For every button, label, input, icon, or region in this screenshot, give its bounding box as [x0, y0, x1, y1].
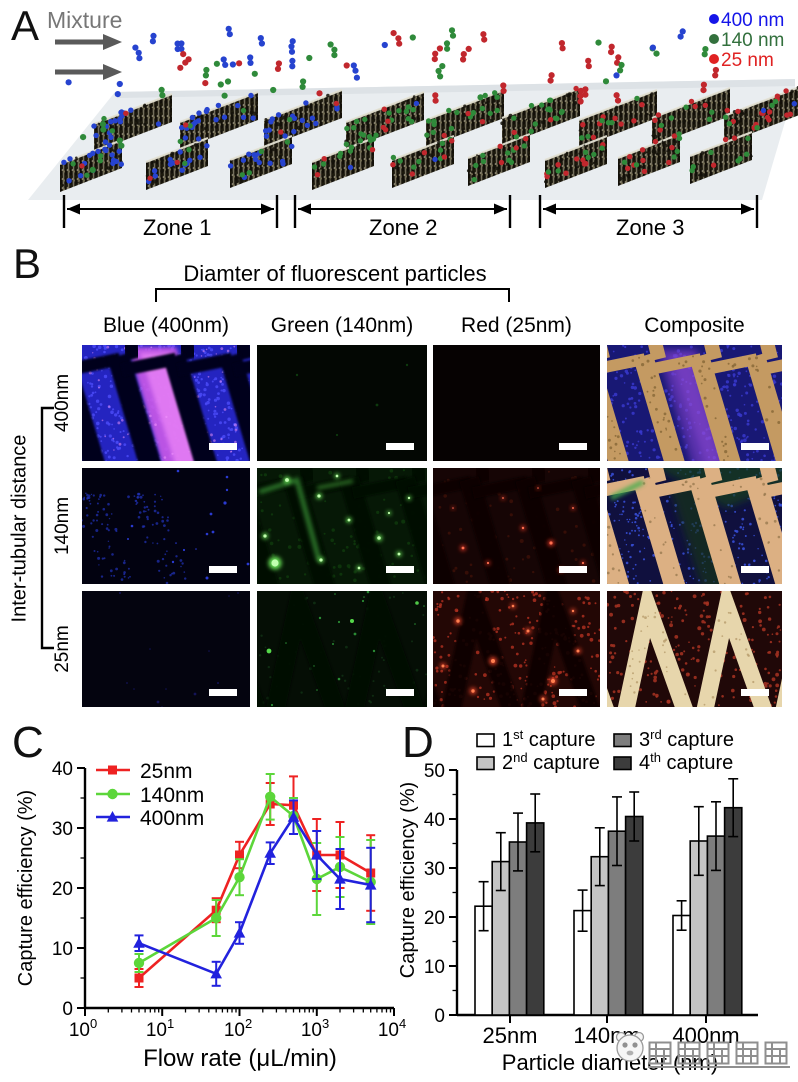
svg-text:140 nm: 140 nm — [721, 30, 784, 51]
svg-text:25nm: 25nm — [482, 1023, 537, 1048]
svg-text:20: 20 — [52, 879, 73, 900]
svg-text:10: 10 — [424, 957, 445, 978]
svg-text:Flow rate (μL/min): Flow rate (μL/min) — [143, 1045, 337, 1072]
svg-text:30: 30 — [52, 819, 73, 840]
svg-text:40: 40 — [424, 810, 445, 831]
svg-text:25nm: 25nm — [140, 760, 193, 783]
svg-text:0: 0 — [434, 1006, 445, 1027]
svg-text:1st capture: 1st capture — [502, 727, 596, 751]
svg-text:400 nm: 400 nm — [721, 10, 784, 31]
svg-text:50: 50 — [424, 761, 445, 782]
svg-text:140nm: 140nm — [140, 784, 204, 807]
svg-text:102: 102 — [224, 1016, 252, 1041]
svg-text:103: 103 — [301, 1016, 329, 1041]
svg-text:100: 100 — [69, 1016, 97, 1041]
svg-text:400nm: 400nm — [140, 807, 204, 830]
svg-text:Capture efficiency (%): Capture efficiency (%) — [15, 790, 37, 986]
svg-text:3rd capture: 3rd capture — [639, 727, 734, 751]
svg-text:20: 20 — [424, 908, 445, 929]
svg-text:Capture efficiency (%): Capture efficiency (%) — [400, 782, 419, 978]
svg-text:101: 101 — [146, 1016, 174, 1041]
svg-text:40: 40 — [52, 759, 73, 780]
svg-text:25 nm: 25 nm — [721, 50, 774, 71]
svg-text:0: 0 — [62, 999, 73, 1020]
svg-text:30: 30 — [424, 859, 445, 880]
svg-text:10: 10 — [52, 939, 73, 960]
svg-text:2nd capture: 2nd capture — [502, 750, 600, 774]
svg-text:4th capture: 4th capture — [639, 750, 733, 774]
